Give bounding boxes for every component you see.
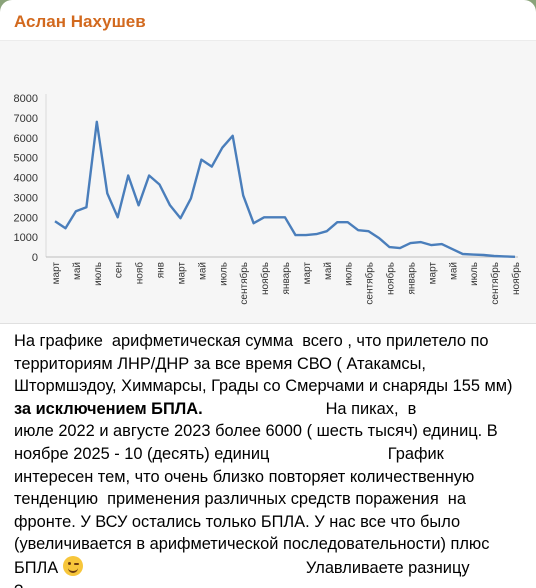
caption-line: БПЛА Улавливаете разницу — [14, 555, 526, 580]
caption-text: Штормшэдоу, Химмарсы, Грады со Смерчами … — [14, 377, 513, 396]
caption-text: интересен тем, что очень близко повторяе… — [14, 467, 475, 486]
caption-line: (увеличивается в арифметической последов… — [14, 533, 526, 556]
x-tick-label: июль — [469, 262, 480, 286]
x-tick-label: март — [302, 262, 313, 285]
y-tick-label: 8000 — [14, 93, 38, 105]
caption-line: июле 2022 и августе 2023 более 6000 ( ше… — [14, 420, 526, 443]
y-tick-label: 5000 — [14, 153, 38, 165]
caption-text: июле 2022 и августе 2023 более 6000 ( ше… — [14, 422, 498, 441]
x-tick-label: ноябрь — [259, 262, 271, 295]
x-tick-label: сентябрь — [238, 262, 250, 305]
y-tick-label: 2000 — [14, 212, 38, 224]
caption-line: интересен тем, что очень близко повторяе… — [14, 466, 526, 489]
x-tick-label: сентябрь — [489, 262, 501, 305]
x-tick-label: ноябрь — [510, 262, 522, 295]
x-tick-label: январь — [407, 262, 418, 294]
x-tick-label: май — [72, 262, 83, 280]
caption-text: Улавливаете разницу — [82, 558, 470, 577]
x-tick-label: июль — [218, 262, 229, 286]
x-tick-label: март — [51, 262, 62, 285]
caption-text: территориям ЛНР/ДНР за все время СВО ( А… — [14, 354, 426, 373]
x-tick-label: янв — [156, 262, 167, 278]
x-tick-label: ноябрь — [385, 262, 397, 295]
x-tick-label: май — [448, 262, 459, 280]
x-tick-label: сентябрь — [364, 262, 376, 305]
caption-line: ноябре 2025 - 10 (десять) единиц График — [14, 443, 526, 466]
caption-line: фронте. У ВСУ остались только БПЛА. У на… — [14, 511, 526, 534]
caption-text: тенденцию применения различных средств п… — [14, 490, 466, 509]
x-tick-label: май — [197, 262, 208, 280]
x-tick-label: март — [177, 262, 188, 285]
caption-line: за исключением БПЛА. На пиках, в — [14, 398, 526, 421]
sender-name[interactable]: Аслан Нахушев — [14, 12, 146, 31]
y-tick-label: 0 — [32, 252, 38, 264]
y-tick-label: 7000 — [14, 113, 38, 125]
caption-bold-text: за исключением БПЛА. — [14, 399, 203, 418]
caption-line: ? — [14, 580, 526, 588]
y-tick-label: 1000 — [14, 232, 38, 244]
caption-line: На графике арифметическая сумма всего , … — [14, 330, 526, 353]
x-tick-label: нояб — [134, 262, 146, 284]
y-tick-label: 3000 — [14, 192, 38, 204]
caption-text: На пиках, в — [202, 399, 417, 418]
caption-text: (увеличивается в арифметической последов… — [14, 535, 490, 554]
message-caption: На графике арифметическая сумма всего , … — [14, 330, 526, 588]
chart-image[interactable]: 0 1000 2000 3000 4000 5000 6000 7000 8000 март май… — [0, 40, 536, 324]
caption-line: тенденцию применения различных средств п… — [14, 488, 526, 511]
caption-text: фронте. У ВСУ остались только БПЛА. У на… — [14, 512, 461, 531]
x-tick-label: июль — [344, 262, 355, 286]
caption-text: ? — [14, 582, 23, 588]
x-tick-label: март — [427, 262, 438, 285]
winking-face-icon — [62, 555, 83, 576]
caption-text: ноябре 2025 - 10 (десять) единиц График — [14, 444, 444, 463]
x-tick-label: январь — [281, 262, 292, 294]
y-tick-label: 6000 — [14, 133, 38, 145]
series-line — [54, 120, 516, 258]
y-tick-label: 4000 — [14, 173, 38, 185]
caption-text: На графике арифметическая сумма всего , … — [14, 332, 489, 350]
caption-line: Штормшэдоу, Химмарсы, Грады со Смерчами … — [14, 375, 526, 398]
x-tick-label: май — [323, 262, 334, 280]
caption-line: территориям ЛНР/ДНР за все время СВО ( А… — [14, 353, 526, 376]
caption-text: БПЛА — [14, 558, 59, 577]
x-tick-label: сен — [114, 262, 125, 278]
x-tick-label: июль — [93, 262, 104, 286]
